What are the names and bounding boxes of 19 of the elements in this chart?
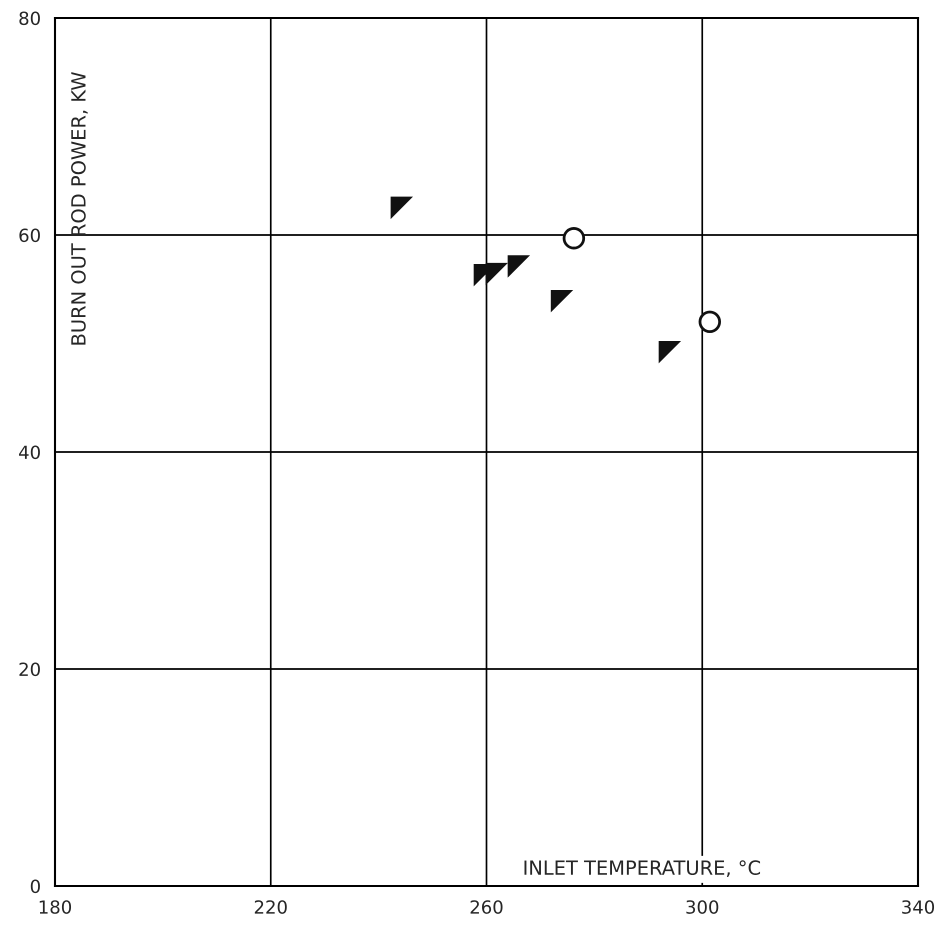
y-tick-label: 40 — [19, 445, 40, 460]
y-tick-label: 0 — [30, 879, 40, 894]
x-tick-label: 260 — [470, 900, 503, 914]
point — [486, 262, 508, 286]
point — [390, 196, 414, 220]
point — [562, 227, 586, 250]
y-axis-title: BURN OUT ROD POWER, KW — [71, 72, 88, 345]
x-tick-label: 220 — [254, 900, 287, 914]
point — [658, 340, 682, 364]
x-axis-title: INLET TEMPERATURE, °C — [524, 860, 760, 877]
x-tick-label: 300 — [686, 900, 718, 914]
point — [508, 255, 530, 278]
y-tick-label: 60 — [19, 228, 40, 242]
point — [550, 290, 574, 312]
y-tick-label: 20 — [19, 662, 40, 676]
point — [698, 310, 722, 334]
x-tick-label: 180 — [40, 900, 72, 914]
y-tick-label: 80 — [19, 11, 40, 26]
x-tick-label: 340 — [902, 900, 934, 914]
